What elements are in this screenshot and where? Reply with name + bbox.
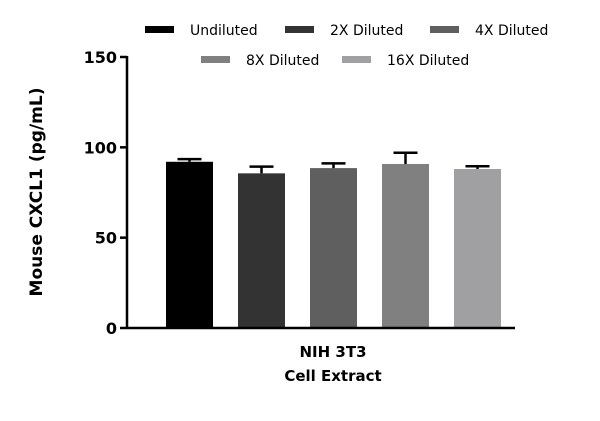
- legend: Undiluted 2X Diluted 4X Diluted 8X Diluted 1…: [145, 23, 548, 69]
- bar-undiluted: [166, 161, 213, 328]
- y-tick-label: 150: [84, 48, 117, 67]
- legend-swatch: [285, 26, 314, 33]
- bar-2x-diluted: [238, 173, 285, 328]
- y-tick-label: 50: [95, 229, 117, 248]
- y-axis: 0 50 100 150: [84, 48, 515, 338]
- x-axis-label-line1: NIH 3T3: [299, 343, 366, 361]
- y-tick-label: 0: [106, 319, 117, 338]
- y-tick-label: 100: [84, 138, 117, 157]
- bar-16x-diluted: [454, 169, 501, 328]
- bar-8x-diluted: [382, 163, 429, 328]
- bar-4x-diluted: [310, 168, 357, 328]
- bars: [166, 151, 501, 328]
- x-axis-label-line2: Cell Extract: [284, 367, 381, 385]
- legend-label: Undiluted: [190, 23, 258, 39]
- legend-swatch: [201, 56, 230, 63]
- legend-swatch: [145, 26, 174, 33]
- legend-label: 8X Diluted: [246, 53, 319, 69]
- legend-label: 4X Diluted: [475, 23, 548, 39]
- y-axis-label: Mouse CXCL1 (pg/mL): [27, 88, 47, 297]
- legend-label: 16X Diluted: [387, 53, 469, 69]
- legend-swatch: [342, 56, 371, 63]
- legend-swatch: [430, 26, 459, 33]
- legend-label: 2X Diluted: [330, 23, 403, 39]
